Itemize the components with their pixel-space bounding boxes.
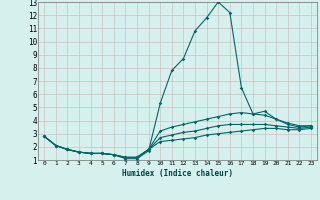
X-axis label: Humidex (Indice chaleur): Humidex (Indice chaleur): [122, 169, 233, 178]
